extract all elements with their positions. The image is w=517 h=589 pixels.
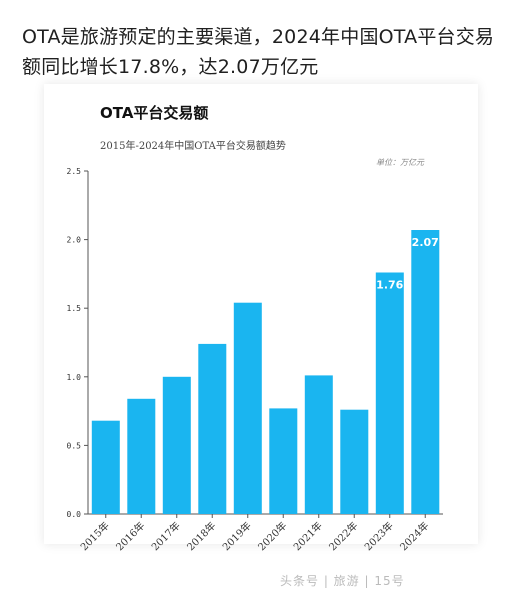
bar-2016年 (127, 398, 156, 514)
x-tick-label: 2019年 (220, 519, 254, 553)
x-tick-label: 2024年 (397, 519, 431, 553)
x-tick-label: 2017年 (149, 519, 183, 553)
x-tick-label: 2018年 (184, 519, 218, 553)
data-label: 2.07 (412, 236, 439, 249)
y-tick-label: 0.0 (67, 510, 82, 519)
x-tick-label: 2015年 (78, 519, 112, 553)
x-tick-label: 2023年 (362, 519, 396, 553)
y-tick-label: 0.5 (67, 441, 82, 450)
x-tick-label: 2022年 (326, 519, 360, 553)
y-tick-label: 2.5 (67, 167, 82, 176)
bar-2018年 (198, 343, 227, 514)
data-label: 1.76 (376, 279, 403, 292)
chart-bars (91, 230, 440, 514)
x-tick-label: 2021年 (291, 519, 325, 553)
bar-2024年 (411, 230, 440, 514)
y-tick-label: 2.0 (67, 236, 82, 245)
x-tick-label: 2020年 (255, 519, 289, 553)
y-tick-label: 1.5 (67, 304, 82, 313)
x-tick-label: 2016年 (113, 519, 147, 553)
bar-2021年 (304, 375, 333, 514)
bar-2022年 (340, 409, 369, 514)
bar-2020年 (269, 408, 298, 514)
chart-title: OTA平台交易额 (100, 104, 209, 122)
unit-label: 单位：万亿元 (376, 158, 425, 167)
y-tick-label: 1.0 (67, 373, 82, 382)
bar-2023年 (375, 272, 404, 514)
watermark-footer: 头条号 | 旅游 | 15号 (280, 574, 405, 588)
chart-subtitle: 2015年-2024年中国OTA平台交易额趋势 (100, 141, 286, 152)
bar-2017年 (162, 376, 191, 514)
article-headline: OTA是旅游预定的主要渠道，2024年中国OTA平台交易额同比增长17.8%，达… (22, 26, 495, 78)
bar-2015年 (91, 420, 120, 514)
bar-2019年 (233, 302, 262, 514)
